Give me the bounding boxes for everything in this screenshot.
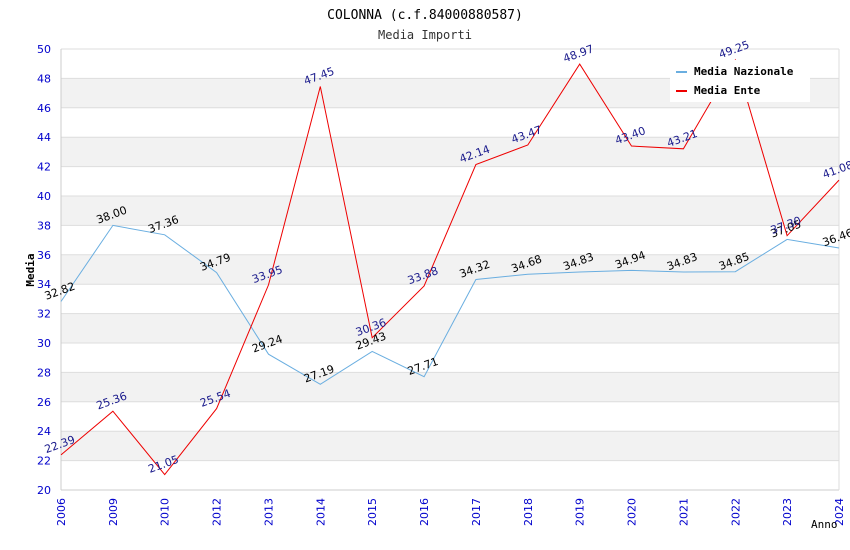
- x-tick-label: 2014: [314, 498, 327, 526]
- y-tick-label: 38: [37, 219, 51, 232]
- y-tick-label: 20: [37, 484, 51, 497]
- series-lines: [60, 58, 840, 476]
- x-tick-label: 2024: [833, 498, 846, 526]
- x-tick-label: 2006: [55, 498, 68, 526]
- x-tick-label: 2020: [626, 498, 639, 526]
- plot-band: [61, 372, 839, 402]
- x-tick-label: 2023: [781, 498, 794, 526]
- y-tick-label: 32: [37, 308, 51, 321]
- plot-band: [61, 137, 839, 167]
- x-tick-label: 2009: [107, 498, 120, 526]
- x-tick-label: 2016: [418, 498, 431, 526]
- x-tick-labels: 2006 2009 2010 2012 2013 2014 2015 2016 2017 2018…: [55, 498, 846, 526]
- y-tick-label: 42: [37, 161, 51, 174]
- data-label: 36.46: [821, 226, 850, 249]
- y-tick-label: 44: [37, 131, 51, 144]
- plot-bands: [61, 78, 839, 461]
- x-tick-label: 2012: [211, 498, 224, 526]
- x-tick-label: 2015: [366, 498, 379, 526]
- x-tick-label: 2010: [159, 498, 172, 526]
- series-line-media-ente: [60, 58, 840, 476]
- x-tick-label: 2022: [729, 498, 742, 526]
- y-tick-label: 50: [37, 43, 51, 56]
- y-tick-label: 48: [37, 72, 51, 85]
- legend: Media Nazionale Media Ente: [670, 60, 810, 102]
- x-tick-label: 2019: [574, 498, 587, 526]
- plot-band: [61, 254, 839, 285]
- x-tick-label: 2017: [470, 498, 483, 526]
- y-axis-label: Media: [24, 253, 37, 286]
- chart-title: COLONNA (c.f.84000880587): [327, 8, 523, 23]
- y-tick-label: 30: [37, 337, 51, 350]
- series-line-media-nazionale: [60, 224, 840, 385]
- legend-label-media-nazionale: Media Nazionale: [694, 65, 794, 78]
- data-label: 49.25: [717, 38, 751, 61]
- y-tick-label: 36: [37, 249, 51, 262]
- legend-label-media-ente: Media Ente: [694, 84, 761, 97]
- y-tick-label: 40: [37, 190, 51, 203]
- x-tick-label: 2018: [522, 498, 535, 526]
- x-tick-label: 2021: [677, 498, 690, 526]
- plot-band: [61, 431, 839, 461]
- legend-box: [670, 60, 810, 102]
- data-label: 48.97: [561, 42, 595, 65]
- plot-band: [61, 196, 839, 226]
- chart-subtitle: Media Importi: [378, 28, 472, 42]
- axes: [60, 49, 840, 491]
- y-tick-label: 46: [37, 102, 51, 115]
- y-tick-label: 28: [37, 366, 51, 379]
- y-tick-label: 34: [37, 278, 51, 291]
- y-tick-label: 26: [37, 396, 51, 409]
- y-tick-labels: 20 22 24 26 28 30 32 34 36 38 40 42 44 46 48 50: [37, 43, 51, 497]
- y-tick-label: 22: [37, 455, 51, 468]
- x-axis-label: Anno: [811, 518, 838, 531]
- y-tick-label: 24: [37, 425, 51, 438]
- x-tick-label: 2013: [262, 498, 275, 526]
